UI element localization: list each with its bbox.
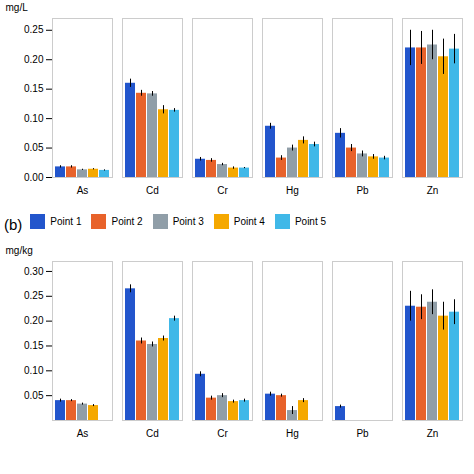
svg-text:0.05: 0.05	[24, 142, 44, 153]
svg-text:Cr: Cr	[217, 185, 228, 196]
svg-text:Hg: Hg	[286, 185, 299, 196]
svg-text:0.00: 0.00	[24, 172, 44, 183]
svg-text:0.20: 0.20	[24, 54, 44, 65]
html-text:Point 5: Point 5	[294, 216, 326, 227]
svg-text:0.25: 0.25	[24, 24, 44, 35]
svg-text:As: As	[77, 185, 89, 196]
svg-text:0.20: 0.20	[24, 315, 44, 326]
svg-text:mg/L: mg/L	[6, 2, 29, 13]
svg-text:mg/kg: mg/kg	[6, 245, 33, 256]
svg-text:0.05: 0.05	[24, 390, 44, 401]
svg-text:0.15: 0.15	[24, 83, 44, 94]
svg-text:0.10: 0.10	[24, 365, 44, 376]
svg-text:Hg: Hg	[286, 428, 299, 439]
html-text:(b): (b)	[4, 215, 23, 233]
svg-text:0.15: 0.15	[24, 340, 44, 351]
html-text:Point 3: Point 3	[172, 216, 204, 227]
svg-text:0.10: 0.10	[24, 113, 44, 124]
svg-text:0.25: 0.25	[24, 290, 44, 301]
svg-text:Cd: Cd	[146, 185, 159, 196]
svg-text:Pb: Pb	[356, 185, 369, 196]
html-text:Point 2: Point 2	[111, 216, 143, 227]
svg-text:Cr: Cr	[217, 428, 228, 439]
svg-text:Zn: Zn	[427, 185, 439, 196]
svg-text:Zn: Zn	[427, 428, 439, 439]
svg-text:0.30: 0.30	[24, 266, 44, 277]
html-text:Point 1: Point 1	[50, 216, 82, 227]
svg-text:Cd: Cd	[146, 428, 159, 439]
html-text:Point 4: Point 4	[233, 216, 265, 227]
svg-text:Pb: Pb	[356, 428, 369, 439]
svg-text:As: As	[77, 428, 89, 439]
